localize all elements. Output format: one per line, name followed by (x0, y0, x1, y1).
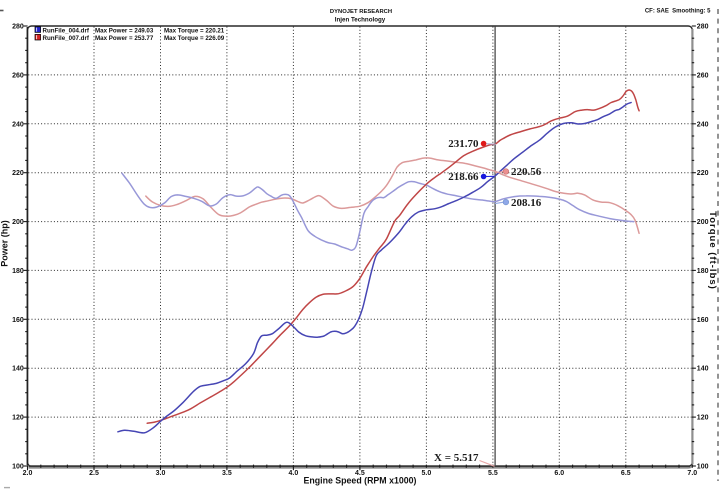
svg-text:280: 280 (697, 24, 709, 31)
svg-text:160: 160 (697, 317, 709, 324)
svg-text:260: 260 (12, 72, 24, 79)
svg-text:Max Torque = 220.21: Max Torque = 220.21 (164, 27, 225, 34)
svg-text:3.0: 3.0 (156, 470, 166, 477)
svg-text:7.0: 7.0 (687, 470, 697, 477)
svg-text:CF: SAE Smoothing: 5: CF: SAE Smoothing: 5 (645, 9, 711, 15)
svg-text:100: 100 (12, 464, 24, 471)
svg-text:218.66: 218.66 (448, 171, 479, 183)
svg-text:140: 140 (697, 366, 709, 373)
svg-text:220.56: 220.56 (511, 166, 542, 178)
svg-text:200: 200 (12, 219, 24, 226)
svg-text:140: 140 (12, 366, 24, 373)
svg-text:RunFile_007.drf: RunFile_007.drf (43, 35, 90, 42)
svg-text:3.5: 3.5 (222, 470, 232, 477)
svg-text:260: 260 (697, 72, 709, 79)
svg-text:4.0: 4.0 (289, 470, 299, 477)
svg-text:Engine Speed (RPM x1000): Engine Speed (RPM x1000) (304, 476, 417, 486)
svg-text:6.0: 6.0 (554, 470, 564, 477)
svg-text:160: 160 (12, 317, 24, 324)
svg-text:100: 100 (697, 464, 709, 471)
svg-text:2.5: 2.5 (89, 470, 99, 477)
svg-text:120: 120 (12, 415, 24, 422)
svg-text:DYNOJET RESEARCH: DYNOJET RESEARCH (330, 9, 392, 15)
svg-text:Power (hp): Power (hp) (0, 220, 10, 267)
svg-text:RunFile_004.drf: RunFile_004.drf (43, 27, 90, 34)
svg-text:Max Power = 249.03: Max Power = 249.03 (95, 27, 154, 34)
svg-text:6.5: 6.5 (621, 470, 631, 477)
svg-text:120: 120 (697, 415, 709, 422)
svg-text:X = 5.517: X = 5.517 (434, 452, 479, 464)
svg-text:Injen Technology: Injen Technology (335, 17, 386, 24)
svg-text:200: 200 (697, 219, 709, 226)
svg-text:280: 280 (12, 24, 24, 31)
svg-text:220: 220 (12, 170, 24, 177)
svg-text:240: 240 (12, 121, 24, 128)
svg-text:180: 180 (12, 268, 24, 275)
svg-text:5.5: 5.5 (488, 470, 498, 477)
svg-text:4.5: 4.5 (355, 470, 365, 477)
svg-text:Torque (ft-lbs): Torque (ft-lbs) (707, 211, 718, 290)
svg-text:231.70: 231.70 (448, 138, 479, 150)
svg-text:Max Torque = 226.09: Max Torque = 226.09 (164, 35, 225, 42)
svg-text:180: 180 (697, 268, 709, 275)
svg-text:2.0: 2.0 (23, 470, 33, 477)
svg-text:Max Power = 253.77: Max Power = 253.77 (95, 35, 154, 42)
svg-text:220: 220 (697, 170, 709, 177)
svg-text:5.0: 5.0 (422, 470, 432, 477)
svg-text:240: 240 (697, 121, 709, 128)
svg-text:208.16: 208.16 (511, 197, 542, 209)
